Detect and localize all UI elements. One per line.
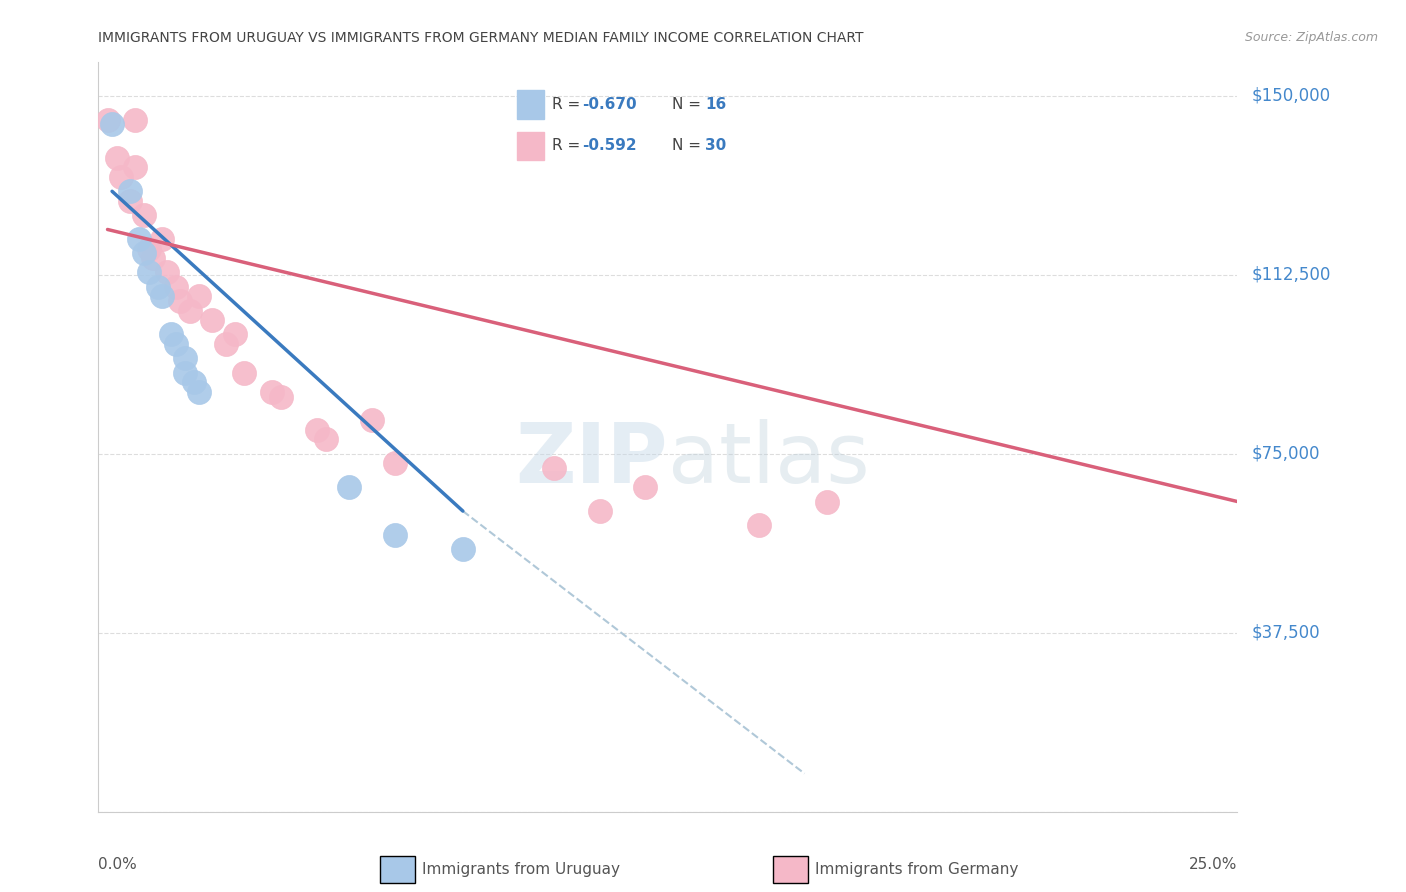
Point [120,184,142,198]
Point [360,413,382,427]
Text: ZIP: ZIP [516,419,668,500]
Text: $75,000: $75,000 [1251,445,1320,463]
Point [124,161,146,175]
Point [270,390,292,404]
Point [187,289,209,303]
Point [634,480,657,494]
Text: Source: ZipAtlas.com: Source: ZipAtlas.com [1244,31,1378,45]
Point [138,265,160,279]
Point [174,366,197,380]
Point [146,279,169,293]
Point [101,118,124,132]
Point [138,242,160,256]
Point [110,169,132,184]
Point [132,246,155,260]
Point [105,151,128,165]
Point [156,265,179,279]
Point [201,313,224,327]
Text: $112,500: $112,500 [1251,266,1330,284]
Point [128,232,150,246]
Point [588,504,610,518]
Point [120,194,142,208]
Text: 0.0%: 0.0% [98,856,138,871]
Point [260,384,283,399]
Point [150,232,173,246]
Point [132,208,155,222]
Point [815,494,838,508]
Point [451,542,474,557]
Point [150,289,173,303]
Point [543,461,565,475]
Point [224,327,246,342]
Point [183,375,205,389]
Point [165,279,187,293]
Point [748,518,770,533]
Text: atlas: atlas [668,419,869,500]
Text: $37,500: $37,500 [1251,624,1320,641]
Point [142,251,165,265]
Point [169,294,191,309]
Text: IMMIGRANTS FROM URUGUAY VS IMMIGRANTS FROM GERMANY MEDIAN FAMILY INCOME CORRELAT: IMMIGRANTS FROM URUGUAY VS IMMIGRANTS FR… [98,31,863,45]
Point [307,423,329,437]
Point [384,528,406,542]
Text: 25.0%: 25.0% [1189,856,1237,871]
Point [315,433,337,447]
Point [233,366,256,380]
Point [337,480,360,494]
Point [179,303,201,318]
Text: Immigrants from Uruguay: Immigrants from Uruguay [422,863,620,877]
Point [215,337,238,351]
Point [160,327,183,342]
Text: Immigrants from Germany: Immigrants from Germany [815,863,1019,877]
Point [384,456,406,470]
Point [165,337,187,351]
Point [124,112,146,127]
Text: $150,000: $150,000 [1251,87,1330,105]
Point [174,351,197,366]
Point [96,112,118,127]
Point [187,384,209,399]
